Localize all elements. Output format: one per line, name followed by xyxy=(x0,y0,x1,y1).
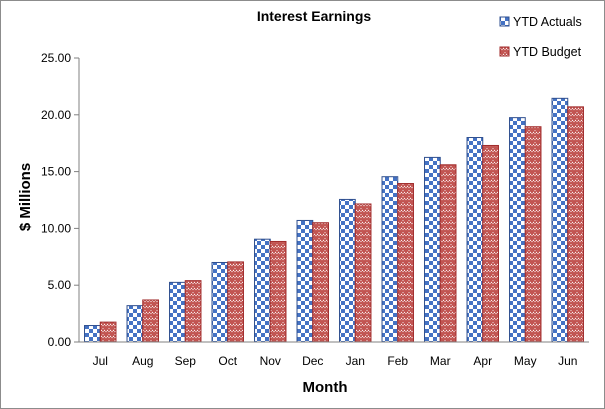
x-tick-label: Jul xyxy=(93,354,108,368)
legend-swatch-ytd-actuals xyxy=(499,16,510,27)
bar-ytd-actuals-aug xyxy=(126,305,144,343)
bar-ytd-budget-aug xyxy=(142,299,159,343)
legend: YTD Actuals YTD Budget xyxy=(499,15,582,59)
y-tick-label: 25.00 xyxy=(41,51,71,65)
x-tick-label: Nov xyxy=(260,354,281,368)
bar-ytd-actuals-dec xyxy=(296,219,314,343)
x-tick-label: Sep xyxy=(175,354,197,368)
legend-label-ytd-budget: YTD Budget xyxy=(513,45,582,59)
x-tick-label: Mar xyxy=(430,354,451,368)
x-tick-label: Jan xyxy=(346,354,365,368)
bar-ytd-actuals-oct xyxy=(211,261,229,343)
bar-ytd-budget-sep xyxy=(184,280,202,343)
x-tick-label: May xyxy=(514,354,537,368)
bar-ytd-actuals-nov xyxy=(254,238,271,343)
bar-ytd-budget-jul xyxy=(99,321,117,343)
y-tick-label: 0.00 xyxy=(48,335,72,349)
bar-ytd-actuals-jan xyxy=(339,198,356,343)
bar-ytd-budget-feb xyxy=(397,183,414,343)
bar-ytd-budget-nov xyxy=(269,240,287,343)
x-tick-label: Oct xyxy=(218,354,237,368)
bar-ytd-actuals-mar xyxy=(424,156,441,343)
bar-ytd-budget-oct xyxy=(227,261,244,343)
bar-ytd-budget-jan xyxy=(354,203,372,343)
bar-ytd-actuals-jun xyxy=(551,97,569,343)
legend-swatch-ytd-budget xyxy=(499,46,510,57)
x-tick-label: Aug xyxy=(132,354,153,368)
bar-ytd-actuals-jul xyxy=(84,325,101,343)
y-tick-label: 5.00 xyxy=(48,278,72,292)
legend-label-ytd-actuals: YTD Actuals xyxy=(513,15,582,29)
bar-ytd-budget-apr xyxy=(482,144,499,343)
y-axis-title: $ Millions xyxy=(17,163,34,231)
bar-ytd-actuals-apr xyxy=(466,137,484,343)
bar-ytd-budget-mar xyxy=(439,164,457,343)
y-tick-label: 20.00 xyxy=(41,108,71,122)
bar-ytd-actuals-sep xyxy=(169,281,186,343)
x-tick-label: Dec xyxy=(302,354,323,368)
bar-ytd-budget-dec xyxy=(312,222,329,343)
x-tick-label: Jun xyxy=(558,354,577,368)
x-axis-title: Month xyxy=(303,379,348,396)
bar-ytd-budget-may xyxy=(524,126,542,343)
chart-title: Interest Earnings xyxy=(257,8,372,24)
bar-ytd-actuals-may xyxy=(509,117,526,343)
x-tick-label: Feb xyxy=(387,354,408,368)
y-tick-label: 10.00 xyxy=(41,221,71,235)
bar-ytd-actuals-feb xyxy=(381,176,399,343)
x-tick-label: Apr xyxy=(473,354,492,368)
y-tick-label: 15.00 xyxy=(41,165,71,179)
bar-ytd-budget-jun xyxy=(567,106,584,343)
